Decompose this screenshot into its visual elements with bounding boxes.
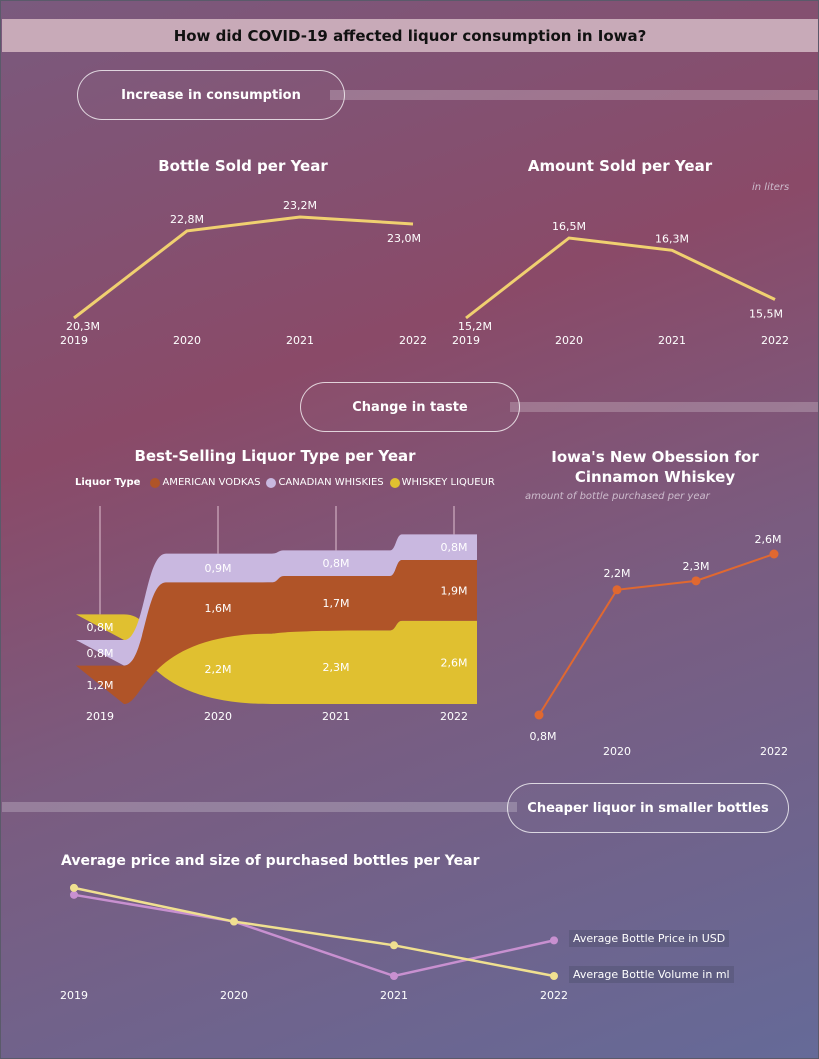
chart-title-bottles: Bottle Sold per Year [158, 157, 328, 175]
section-band [510, 402, 818, 412]
section-increase: Increase in consumption [77, 70, 345, 120]
x-tick-label: 2022 [540, 989, 568, 1002]
legend-price: Average Bottle Price in USD [569, 930, 730, 947]
data-label: 1,6M [205, 602, 232, 615]
data-label: 0,8M [441, 541, 468, 554]
legend-label: CANADIAN WHISKIES [278, 477, 384, 488]
x-tick-label: 2020 [555, 334, 583, 347]
ribbon-canadian-whiskies [76, 534, 477, 666]
data-label: 0,8M [87, 621, 114, 634]
x-tick-label: 2021 [322, 710, 350, 723]
data-point [550, 972, 558, 980]
data-label: 0,8M [87, 647, 114, 660]
legend-label: WHISKEY LIQUEUR [401, 477, 495, 488]
avg-line-1 [73, 886, 555, 978]
data-point [390, 941, 398, 950]
chart-title-amount: Amount Sold per Year [527, 157, 713, 175]
x-tick-label: 2021 [380, 989, 408, 1002]
legend-item-vodka: AMERICAN VODKAS [150, 477, 260, 488]
x-tick-label: 2019 [86, 710, 114, 723]
data-label: 23,2M [283, 199, 317, 212]
data-label: 0,8M [323, 557, 350, 570]
data-label: 15,2M [458, 320, 492, 333]
legend-volume: Average Bottle Volume in ml [569, 966, 734, 983]
chart-title-cinnamon: Iowa's New Obession for Cinnamon Whiskey [551, 448, 759, 486]
x-tick-label: 2019 [60, 989, 88, 1002]
x-tick-label: 2020 [204, 710, 232, 723]
x-tick-label: 2022 [399, 334, 427, 347]
data-label: 0,9M [205, 562, 232, 575]
data-point [230, 917, 238, 926]
data-point [769, 549, 779, 559]
x-tick-label: 2019 [452, 334, 480, 347]
section-taste: Change in taste [300, 382, 520, 432]
data-label: 2,6M [441, 656, 468, 669]
data-point [390, 972, 398, 980]
data-label: 2,3M [323, 661, 350, 674]
data-label: 1,7M [323, 597, 350, 610]
legend-dot [389, 477, 400, 488]
liquor-legend: Liquor Type AMERICAN VODKAS CANADIAN WHI… [75, 477, 497, 488]
x-tick-label: 2020 [603, 745, 631, 758]
data-point [550, 936, 558, 945]
data-label: 0,8M [530, 730, 557, 743]
x-tick-label: 2022 [440, 710, 468, 723]
data-point [534, 710, 544, 720]
x-tick-label: 2020 [220, 989, 248, 1002]
data-label: 1,9M [441, 584, 468, 597]
chart-title-liquor: Best-Selling Liquor Type per Year [134, 447, 416, 465]
legend-item-liqueur: WHISKEY LIQUEUR [389, 477, 495, 488]
chart-title-avg: Average price and size of purchased bott… [61, 853, 480, 869]
cinnamon-line [538, 553, 775, 716]
data-label: 2,3M [683, 560, 710, 573]
legend-dot [150, 477, 161, 488]
bottles-line [73, 215, 414, 320]
data-label: 23,0M [387, 232, 421, 245]
x-tick-label: 2020 [173, 334, 201, 347]
data-label: 1,2M [87, 679, 114, 692]
legend-item-canadian: CANADIAN WHISKIES [266, 477, 384, 488]
x-tick-label: 2022 [761, 334, 789, 347]
chart-note-liters: in liters [752, 182, 790, 193]
data-label: 15,5M [749, 308, 783, 321]
data-label: 16,5M [552, 220, 586, 233]
legend-dot [266, 477, 277, 488]
x-tick-label: 2021 [658, 334, 686, 347]
section-cheaper: Cheaper liquor in smaller bottles [507, 783, 789, 833]
data-point [70, 883, 78, 892]
avg-line-0 [73, 893, 555, 978]
data-label: 2,2M [205, 663, 232, 676]
x-tick-label: 2022 [760, 745, 788, 758]
data-label: 20,3M [66, 320, 100, 333]
x-tick-label: 2019 [60, 334, 88, 347]
data-label: 2,6M [755, 533, 782, 546]
section-band [330, 90, 818, 100]
x-tick-label: 2021 [286, 334, 314, 347]
data-point [612, 585, 622, 595]
legend-label: AMERICAN VODKAS [162, 477, 261, 488]
legend-title: Liquor Type [75, 477, 141, 488]
data-label: 16,3M [655, 232, 689, 245]
data-label: 2,2M [604, 567, 631, 580]
data-point [70, 890, 78, 899]
section-band [2, 802, 517, 812]
ribbon-american-vodkas [76, 560, 477, 704]
data-point [691, 576, 701, 586]
page-title: How did COVID-19 affected liquor consump… [2, 19, 818, 52]
amount-line [465, 236, 776, 320]
chart-note-cinnamon: amount of bottle purchased per year [525, 491, 710, 502]
data-label: 22,8M [170, 213, 204, 226]
